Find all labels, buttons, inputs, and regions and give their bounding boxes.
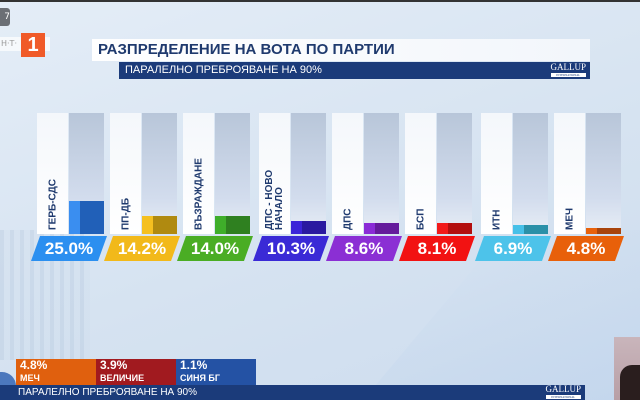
ticker-gallup-brand: GALLUP <box>545 384 582 394</box>
party-bar-group: ПП-ДБ 14.2% <box>110 113 178 263</box>
party-card-name: МЕЧ <box>20 373 40 383</box>
bar-dark-segment <box>597 228 621 234</box>
vote-percentage: 25.0% <box>31 236 107 261</box>
party-name: ВЪЗРАЖДАНЕ <box>193 158 204 230</box>
gallup-brand: GALLUP <box>550 62 587 72</box>
vote-percentage: 14.2% <box>104 236 180 261</box>
party-bar-group: БСП 8.1% <box>405 113 473 263</box>
bar-track <box>142 113 177 234</box>
bar-dark-segment <box>375 223 399 234</box>
bar-light-segment <box>513 225 524 234</box>
party-label-column: ИТН <box>481 113 512 234</box>
bar-track <box>437 113 472 234</box>
vote-bar <box>142 216 177 234</box>
party-label-column: МЕЧ <box>554 113 585 234</box>
bar-track <box>364 113 399 234</box>
bar-track <box>215 113 250 234</box>
vote-bar <box>291 221 326 234</box>
party-card-name: СИНЯ БГ <box>180 373 221 383</box>
bar-light-segment <box>291 221 302 234</box>
vote-percentage: 6.9% <box>475 236 551 261</box>
ticker-gallup-brand-sub: INTERNATIONAL <box>545 395 581 399</box>
party-bar-group: ВЪЗРАЖДАНЕ 14.0% <box>183 113 251 263</box>
party-card-value: 1.1% <box>180 358 208 372</box>
party-label-column: ДПС <box>332 113 363 234</box>
gallup-brand-sub: INTERNATIONAL <box>550 73 586 77</box>
chart-title: РАЗПРЕДЕЛЕНИЕ НА ВОТА ПО ПАРТИИ <box>92 39 590 61</box>
top-border <box>0 0 640 2</box>
bar-track <box>586 113 621 234</box>
vote-percentage: 8.1% <box>399 236 475 261</box>
presenter-video-inset <box>614 337 640 400</box>
party-name: БСП <box>415 208 426 230</box>
ticker-gallup-logo: GALLUP INTERNATIONAL <box>545 384 582 399</box>
vote-bar <box>364 223 399 234</box>
party-label-column: ДПС - НОВО НАЧАЛО <box>259 113 290 234</box>
other-parties-strip: 4.8% МЕЧ 3.9% ВЕЛИЧИЕ 1.1% СИНЯ БГ <box>16 359 256 385</box>
channel-badge: 7 <box>0 8 10 26</box>
party-bar-group: ДПС 8.6% <box>332 113 400 263</box>
vote-percentage: 8.6% <box>326 236 402 261</box>
vote-bar <box>586 228 621 234</box>
bnt1-logo: 1 <box>21 33 45 57</box>
vote-bar <box>69 201 104 234</box>
vote-percentage: 4.8% <box>548 236 624 261</box>
party-name: ДПС - НОВО НАЧАЛО <box>263 169 285 230</box>
chart-subtitle: ПАРАЛЕЛНО ПРЕБРОЯВАНЕ НА 90% GALLUP INTE… <box>119 62 590 79</box>
party-name: МЕЧ <box>564 207 575 230</box>
vote-bar <box>437 223 472 234</box>
party-bar-group: ИТН 6.9% <box>481 113 549 263</box>
vote-percentage: 14.0% <box>177 236 253 261</box>
bar-dark-segment <box>80 201 104 234</box>
bar-light-segment <box>69 201 80 234</box>
party-bar-group: МЕЧ 4.8% <box>554 113 622 263</box>
vote-bar <box>513 225 548 234</box>
bar-light-segment <box>364 223 375 234</box>
party-name: ГЕРБ-СДС <box>47 179 58 230</box>
party-card: 4.8% МЕЧ <box>16 359 96 385</box>
party-name: ПП-ДБ <box>120 197 131 230</box>
party-bar-group: ГЕРБ-СДС 25.0% <box>37 113 105 263</box>
bar-light-segment <box>586 228 597 234</box>
party-name: ИТН <box>491 209 502 230</box>
party-label-column: ГЕРБ-СДС <box>37 113 68 234</box>
party-label-column: ПП-ДБ <box>110 113 141 234</box>
bar-light-segment <box>437 223 448 234</box>
party-label-column: ВЪЗРАЖДАНЕ <box>183 113 214 234</box>
vote-percentage: 10.3% <box>253 236 329 261</box>
party-card: 1.1% СИНЯ БГ <box>176 359 256 385</box>
bar-track <box>513 113 548 234</box>
party-card-value: 3.9% <box>100 358 128 372</box>
bottom-ticker: ПАРАЛЕЛНО ПРЕБРОЯВАНЕ НА 90% GALLUP INTE… <box>0 385 585 400</box>
party-card-value: 4.8% <box>20 358 48 372</box>
presenter-figure <box>620 365 640 400</box>
party-bar-group: ДПС - НОВО НАЧАЛО 10.3% <box>259 113 327 263</box>
bar-light-segment <box>215 216 226 234</box>
party-label-column: БСП <box>405 113 436 234</box>
vote-bar <box>215 216 250 234</box>
bar-light-segment <box>142 216 153 234</box>
bar-dark-segment <box>302 221 326 234</box>
ticker-text: ПАРАЛЕЛНО ПРЕБРОЯВАНЕ НА 90% <box>18 387 198 398</box>
party-name: ДПС <box>342 208 353 230</box>
bar-dark-segment <box>448 223 472 234</box>
bar-dark-segment <box>524 225 548 234</box>
party-card: 3.9% ВЕЛИЧИЕ <box>96 359 176 385</box>
bar-dark-segment <box>153 216 177 234</box>
gallup-logo: GALLUP INTERNATIONAL <box>550 62 587 77</box>
bar-track <box>291 113 326 234</box>
bar-dark-segment <box>226 216 250 234</box>
party-card-name: ВЕЛИЧИЕ <box>100 373 145 383</box>
subtitle-text: ПАРАЛЕЛНО ПРЕБРОЯВАНЕ НА 90% <box>125 64 322 76</box>
